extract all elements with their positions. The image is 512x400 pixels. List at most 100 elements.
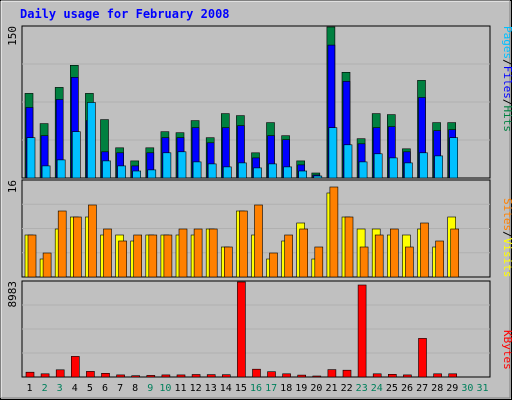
- sites-bar-day-11: [178, 228, 188, 278]
- kbytes-bar-day-1: [25, 371, 35, 378]
- sites-bar-day-3: [57, 210, 67, 278]
- kbytes-bar-day-11: [176, 374, 186, 378]
- kbytes-bar-day-9: [146, 375, 156, 378]
- pages-bar-day-15: [238, 162, 247, 179]
- legend-sep-2: /: [501, 99, 512, 106]
- sites-bar-day-16: [254, 204, 263, 278]
- day-labels: 1 2 3 4 5 6 7 8 9 10 11 12 13 14 15 16 17 18 19 20 21 22 23 24 2…: [26, 383, 488, 394]
- day-label-21: 21: [325, 383, 337, 394]
- pages-bar-day-14: [223, 166, 232, 179]
- kbytes-bar-day-16: [252, 368, 261, 378]
- kbytes-bar-day-25: [387, 373, 397, 378]
- pages-bar-day-25: [388, 157, 398, 179]
- sites-bar-day-7: [118, 240, 127, 278]
- top-legend: Pages/Files/Hits: [501, 26, 512, 132]
- kbytes-bar-day-22: [342, 369, 352, 378]
- pages-bar-day-6: [102, 160, 111, 179]
- legend-hits: Hits: [501, 106, 512, 133]
- pages-bar-day-26: [404, 162, 413, 179]
- kbytes-bar-day-28: [433, 373, 442, 378]
- kbytes-bar-day-2: [40, 373, 50, 378]
- pages-bar-day-4: [72, 131, 81, 179]
- sites-bar-day-15: [239, 210, 248, 278]
- middle-max-label: 16: [6, 180, 19, 193]
- kbytes-bar-day-5: [86, 371, 95, 378]
- pages-bar-day-5: [87, 102, 96, 179]
- kbytes-bar-day-13: [206, 374, 216, 378]
- kbytes-bar-day-18: [282, 373, 291, 378]
- sites-bar-day-22: [344, 216, 354, 278]
- sites-bar-day-23: [359, 246, 369, 278]
- pages-bar-day-2: [41, 165, 51, 179]
- kbytes-bar-day-24: [372, 373, 382, 378]
- kbytes-bar-day-6: [101, 372, 110, 378]
- sites-bar-day-10: [163, 234, 173, 278]
- day-label-5: 5: [87, 383, 93, 394]
- day-label-30: 30: [461, 383, 473, 394]
- pages-bar-day-19: [298, 170, 308, 179]
- day-label-11: 11: [174, 383, 186, 394]
- day-label-14: 14: [220, 383, 232, 394]
- day-label-8: 8: [132, 383, 138, 394]
- sites-bar-day-8: [133, 234, 142, 278]
- day-label-10: 10: [159, 383, 171, 394]
- sites-bar-day-9: [148, 234, 158, 278]
- day-label-24: 24: [371, 383, 383, 394]
- sites-bar-day-26: [405, 246, 414, 278]
- day-label-15: 15: [235, 383, 247, 394]
- sites-bar-day-14: [224, 246, 233, 278]
- sites-visits-panel: [21, 179, 491, 278]
- legend-pages: Pages: [501, 26, 512, 59]
- day-label-18: 18: [280, 383, 292, 394]
- pages-bar-day-1: [26, 137, 36, 179]
- day-label-25: 25: [386, 383, 398, 394]
- sites-bar-day-27: [420, 222, 429, 278]
- kbytes-bar-day-26: [403, 374, 412, 378]
- day-label-16: 16: [250, 383, 262, 394]
- sites-bar-day-17: [269, 252, 278, 278]
- day-label-12: 12: [190, 383, 202, 394]
- bottom-max-label: 8983: [6, 281, 19, 308]
- kbytes-bar-day-15: [237, 281, 246, 378]
- sites-bar-day-1: [27, 234, 37, 278]
- sites-bar-day-12: [193, 228, 203, 278]
- day-label-27: 27: [416, 383, 428, 394]
- kbytes-bar-day-7: [116, 374, 125, 378]
- pages-bar-day-9: [147, 169, 157, 179]
- pages-bar-day-22: [343, 144, 353, 179]
- day-label-17: 17: [265, 383, 277, 394]
- pages-bar-day-11: [177, 151, 187, 179]
- pages-bar-day-13: [207, 163, 217, 179]
- pages-bar-day-21: [328, 127, 338, 179]
- sites-bar-day-29: [450, 228, 460, 278]
- kbytes-bar-day-10: [161, 374, 171, 378]
- kbytes-panel: [21, 280, 491, 378]
- day-label-9: 9: [147, 383, 153, 394]
- pages-bar-day-7: [117, 165, 126, 179]
- kbytes-bar-day-21: [327, 369, 337, 378]
- day-label-6: 6: [102, 383, 108, 394]
- kbytes-bar-day-27: [418, 338, 427, 378]
- pages-files-hits-panel: [21, 25, 491, 179]
- legend-sites: Sites: [501, 198, 512, 231]
- sites-bar-day-28: [435, 240, 444, 278]
- day-label-3: 3: [57, 383, 63, 394]
- sites-bar-day-18: [284, 234, 293, 278]
- kbytes-bar-day-20: [312, 375, 322, 378]
- pages-bar-day-12: [192, 161, 202, 179]
- pages-bar-day-23: [358, 161, 368, 179]
- sites-bar-day-24: [374, 234, 384, 278]
- sites-bar-day-19: [299, 228, 309, 278]
- kbytes-bar-day-17: [267, 371, 276, 378]
- pages-bar-day-20: [313, 175, 323, 179]
- pages-bar-day-18: [283, 166, 292, 179]
- sites-bar-day-4: [73, 216, 82, 278]
- day-label-29: 29: [446, 383, 458, 394]
- kbytes-bar-day-14: [222, 374, 231, 378]
- day-label-28: 28: [431, 383, 443, 394]
- sites-bar-day-21: [329, 186, 339, 278]
- pages-bar-day-3: [56, 159, 66, 179]
- pages-bar-day-27: [419, 152, 428, 179]
- top-max-label: 150: [6, 26, 19, 46]
